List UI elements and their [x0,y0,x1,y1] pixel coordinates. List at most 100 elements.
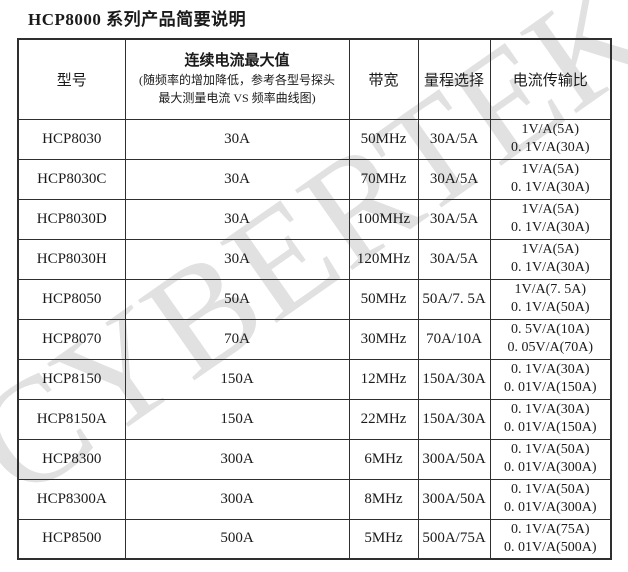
ratio-cell: 1V/A(7. 5A) 0. 1V/A(50A) [489,278,612,320]
model-cell: HCP8030C [17,158,126,200]
ratio-line-1: 1V/A(5A) [521,242,580,257]
ratio-cell: 1V/A(5A) 0. 1V/A(30A) [489,118,612,160]
product-spec-table: 型号 连续电流最大值 (随频率的增加降低，参考各型号探头 最大测量电流 VS 频… [17,38,612,560]
ratio-line-2: 0. 1V/A(30A) [510,260,590,275]
max-current-header-note-line2: 最大测量电流 VS 频率曲线图) [158,91,316,106]
ratio-line-2: 0. 01V/A(150A) [503,420,597,435]
max-current-header-title: 连续电流最大值 [184,53,290,70]
ratio-line-1: 0. 1V/A(50A) [510,442,590,457]
table-row: HCP8150A 150A 22MHz 150A/30A 0. 1V/A(30A… [17,398,612,440]
max-current-cell: 150A [124,398,350,440]
max-current-cell: 300A [124,438,350,480]
model-cell: HCP8030D [17,198,126,240]
range-cell: 500A/75A [417,518,491,560]
model-cell: HCP8500 [17,518,126,560]
model-cell: HCP8050 [17,278,126,320]
ratio-line-2: 0. 1V/A(30A) [510,140,590,155]
max-current-cell: 50A [124,278,350,320]
bandwidth-cell: 70MHz [348,158,419,200]
ratio-line-1: 1V/A(7. 5A) [514,282,587,297]
bandwidth-cell: 22MHz [348,398,419,440]
bandwidth-cell: 12MHz [348,358,419,400]
bandwidth-cell: 8MHz [348,478,419,520]
ratio-line-2: 0. 01V/A(300A) [503,500,597,515]
model-cell: HCP8150 [17,358,126,400]
range-cell: 300A/50A [417,438,491,480]
max-current-cell: 30A [124,198,350,240]
max-current-header-note-line1: (随频率的增加降低，参考各型号探头 [139,73,335,88]
table-row: HCP8150 150A 12MHz 150A/30A 0. 1V/A(30A)… [17,358,612,400]
table-row: HCP8030 30A 50MHz 30A/5A 1V/A(5A) 0. 1V/… [17,118,612,160]
table-row: HCP8070 70A 30MHz 70A/10A 0. 5V/A(10A) 0… [17,318,612,360]
ratio-cell: 0. 1V/A(30A) 0. 01V/A(150A) [489,398,612,440]
bandwidth-cell: 50MHz [348,118,419,160]
max-current-cell: 500A [124,518,350,560]
range-cell: 150A/30A [417,398,491,440]
ratio-cell: 0. 5V/A(10A) 0. 05V/A(70A) [489,318,612,360]
range-cell: 30A/5A [417,198,491,240]
page-title: HCP8000 系列产品简要说明 [28,10,247,29]
model-cell: HCP8300 [17,438,126,480]
ratio-line-2: 0. 1V/A(30A) [510,220,590,235]
ratio-line-1: 0. 1V/A(30A) [510,362,590,377]
ratio-line-2: 0. 01V/A(150A) [503,380,597,395]
table-row: HCP8300 300A 6MHz 300A/50A 0. 1V/A(50A) … [17,438,612,480]
ratio-line-1: 0. 1V/A(30A) [510,402,590,417]
ratio-line-1: 0. 1V/A(50A) [510,482,590,497]
table-row: HCP8500 500A 5MHz 500A/75A 0. 1V/A(75A) … [17,518,612,560]
range-cell: 70A/10A [417,318,491,360]
ratio-cell: 0. 1V/A(75A) 0. 01V/A(500A) [489,518,612,560]
col-header-max-current: 连续电流最大值 (随频率的增加降低，参考各型号探头 最大测量电流 VS 频率曲线… [124,38,350,120]
ratio-line-1: 0. 1V/A(75A) [510,521,590,537]
range-cell: 50A/7. 5A [417,278,491,320]
max-current-cell: 150A [124,358,350,400]
bandwidth-cell: 50MHz [348,278,419,320]
ratio-line-1: 1V/A(5A) [521,202,580,217]
table-row: HCP8050 50A 50MHz 50A/7. 5A 1V/A(7. 5A) … [17,278,612,320]
model-cell: HCP8150A [17,398,126,440]
max-current-cell: 30A [124,238,350,280]
table-body: HCP8030 30A 50MHz 30A/5A 1V/A(5A) 0. 1V/… [17,118,612,560]
bandwidth-cell: 6MHz [348,438,419,480]
ratio-line-1: 0. 5V/A(10A) [510,322,590,337]
ratio-cell: 1V/A(5A) 0. 1V/A(30A) [489,158,612,200]
model-cell: HCP8070 [17,318,126,360]
ratio-cell: 1V/A(5A) 0. 1V/A(30A) [489,238,612,280]
max-current-cell: 30A [124,158,350,200]
ratio-cell: 0. 1V/A(50A) 0. 01V/A(300A) [489,438,612,480]
ratio-line-2: 0. 1V/A(30A) [510,180,590,195]
range-cell: 30A/5A [417,238,491,280]
table-row: HCP8300A 300A 8MHz 300A/50A 0. 1V/A(50A)… [17,478,612,520]
ratio-line-2: 0. 1V/A(50A) [510,300,590,315]
model-cell: HCP8030 [17,118,126,160]
ratio-line-2: 0. 01V/A(300A) [503,460,597,475]
range-cell: 30A/5A [417,118,491,160]
max-current-cell: 30A [124,118,350,160]
table-row: HCP8030D 30A 100MHz 30A/5A 1V/A(5A) 0. 1… [17,198,612,240]
col-header-bandwidth: 带宽 [348,38,419,120]
ratio-line-2: 0. 05V/A(70A) [507,340,594,355]
col-header-model: 型号 [17,38,126,120]
ratio-cell: 1V/A(5A) 0. 1V/A(30A) [489,198,612,240]
ratio-line-1: 1V/A(5A) [521,122,580,137]
ratio-cell: 0. 1V/A(50A) 0. 01V/A(300A) [489,478,612,520]
ratio-line-2: 0. 01V/A(500A) [503,539,597,555]
range-cell: 30A/5A [417,158,491,200]
ratio-line-1: 1V/A(5A) [521,162,580,177]
model-cell: HCP8030H [17,238,126,280]
max-current-cell: 300A [124,478,350,520]
bandwidth-cell: 120MHz [348,238,419,280]
ratio-cell: 0. 1V/A(30A) 0. 01V/A(150A) [489,358,612,400]
col-header-range: 量程选择 [417,38,491,120]
max-current-cell: 70A [124,318,350,360]
bandwidth-cell: 5MHz [348,518,419,560]
range-cell: 300A/50A [417,478,491,520]
table-row: HCP8030H 30A 120MHz 30A/5A 1V/A(5A) 0. 1… [17,238,612,280]
bandwidth-cell: 100MHz [348,198,419,240]
table-header-row: 型号 连续电流最大值 (随频率的增加降低，参考各型号探头 最大测量电流 VS 频… [17,38,612,120]
range-cell: 150A/30A [417,358,491,400]
col-header-ratio: 电流传输比 [489,38,612,120]
bandwidth-cell: 30MHz [348,318,419,360]
table-row: HCP8030C 30A 70MHz 30A/5A 1V/A(5A) 0. 1V… [17,158,612,200]
